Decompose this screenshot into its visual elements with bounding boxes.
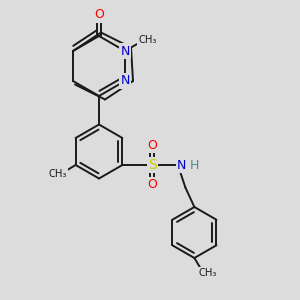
- Text: H: H: [190, 158, 199, 172]
- Text: N: N: [120, 44, 130, 58]
- Text: CH₃: CH₃: [48, 169, 67, 179]
- Text: O: O: [147, 178, 157, 191]
- Text: N: N: [177, 158, 186, 172]
- Text: O: O: [147, 139, 157, 152]
- Text: CH₃: CH₃: [199, 268, 217, 278]
- Text: CH₃: CH₃: [138, 35, 157, 45]
- Text: S: S: [148, 158, 157, 172]
- Text: N: N: [120, 74, 130, 88]
- Text: O: O: [94, 8, 104, 22]
